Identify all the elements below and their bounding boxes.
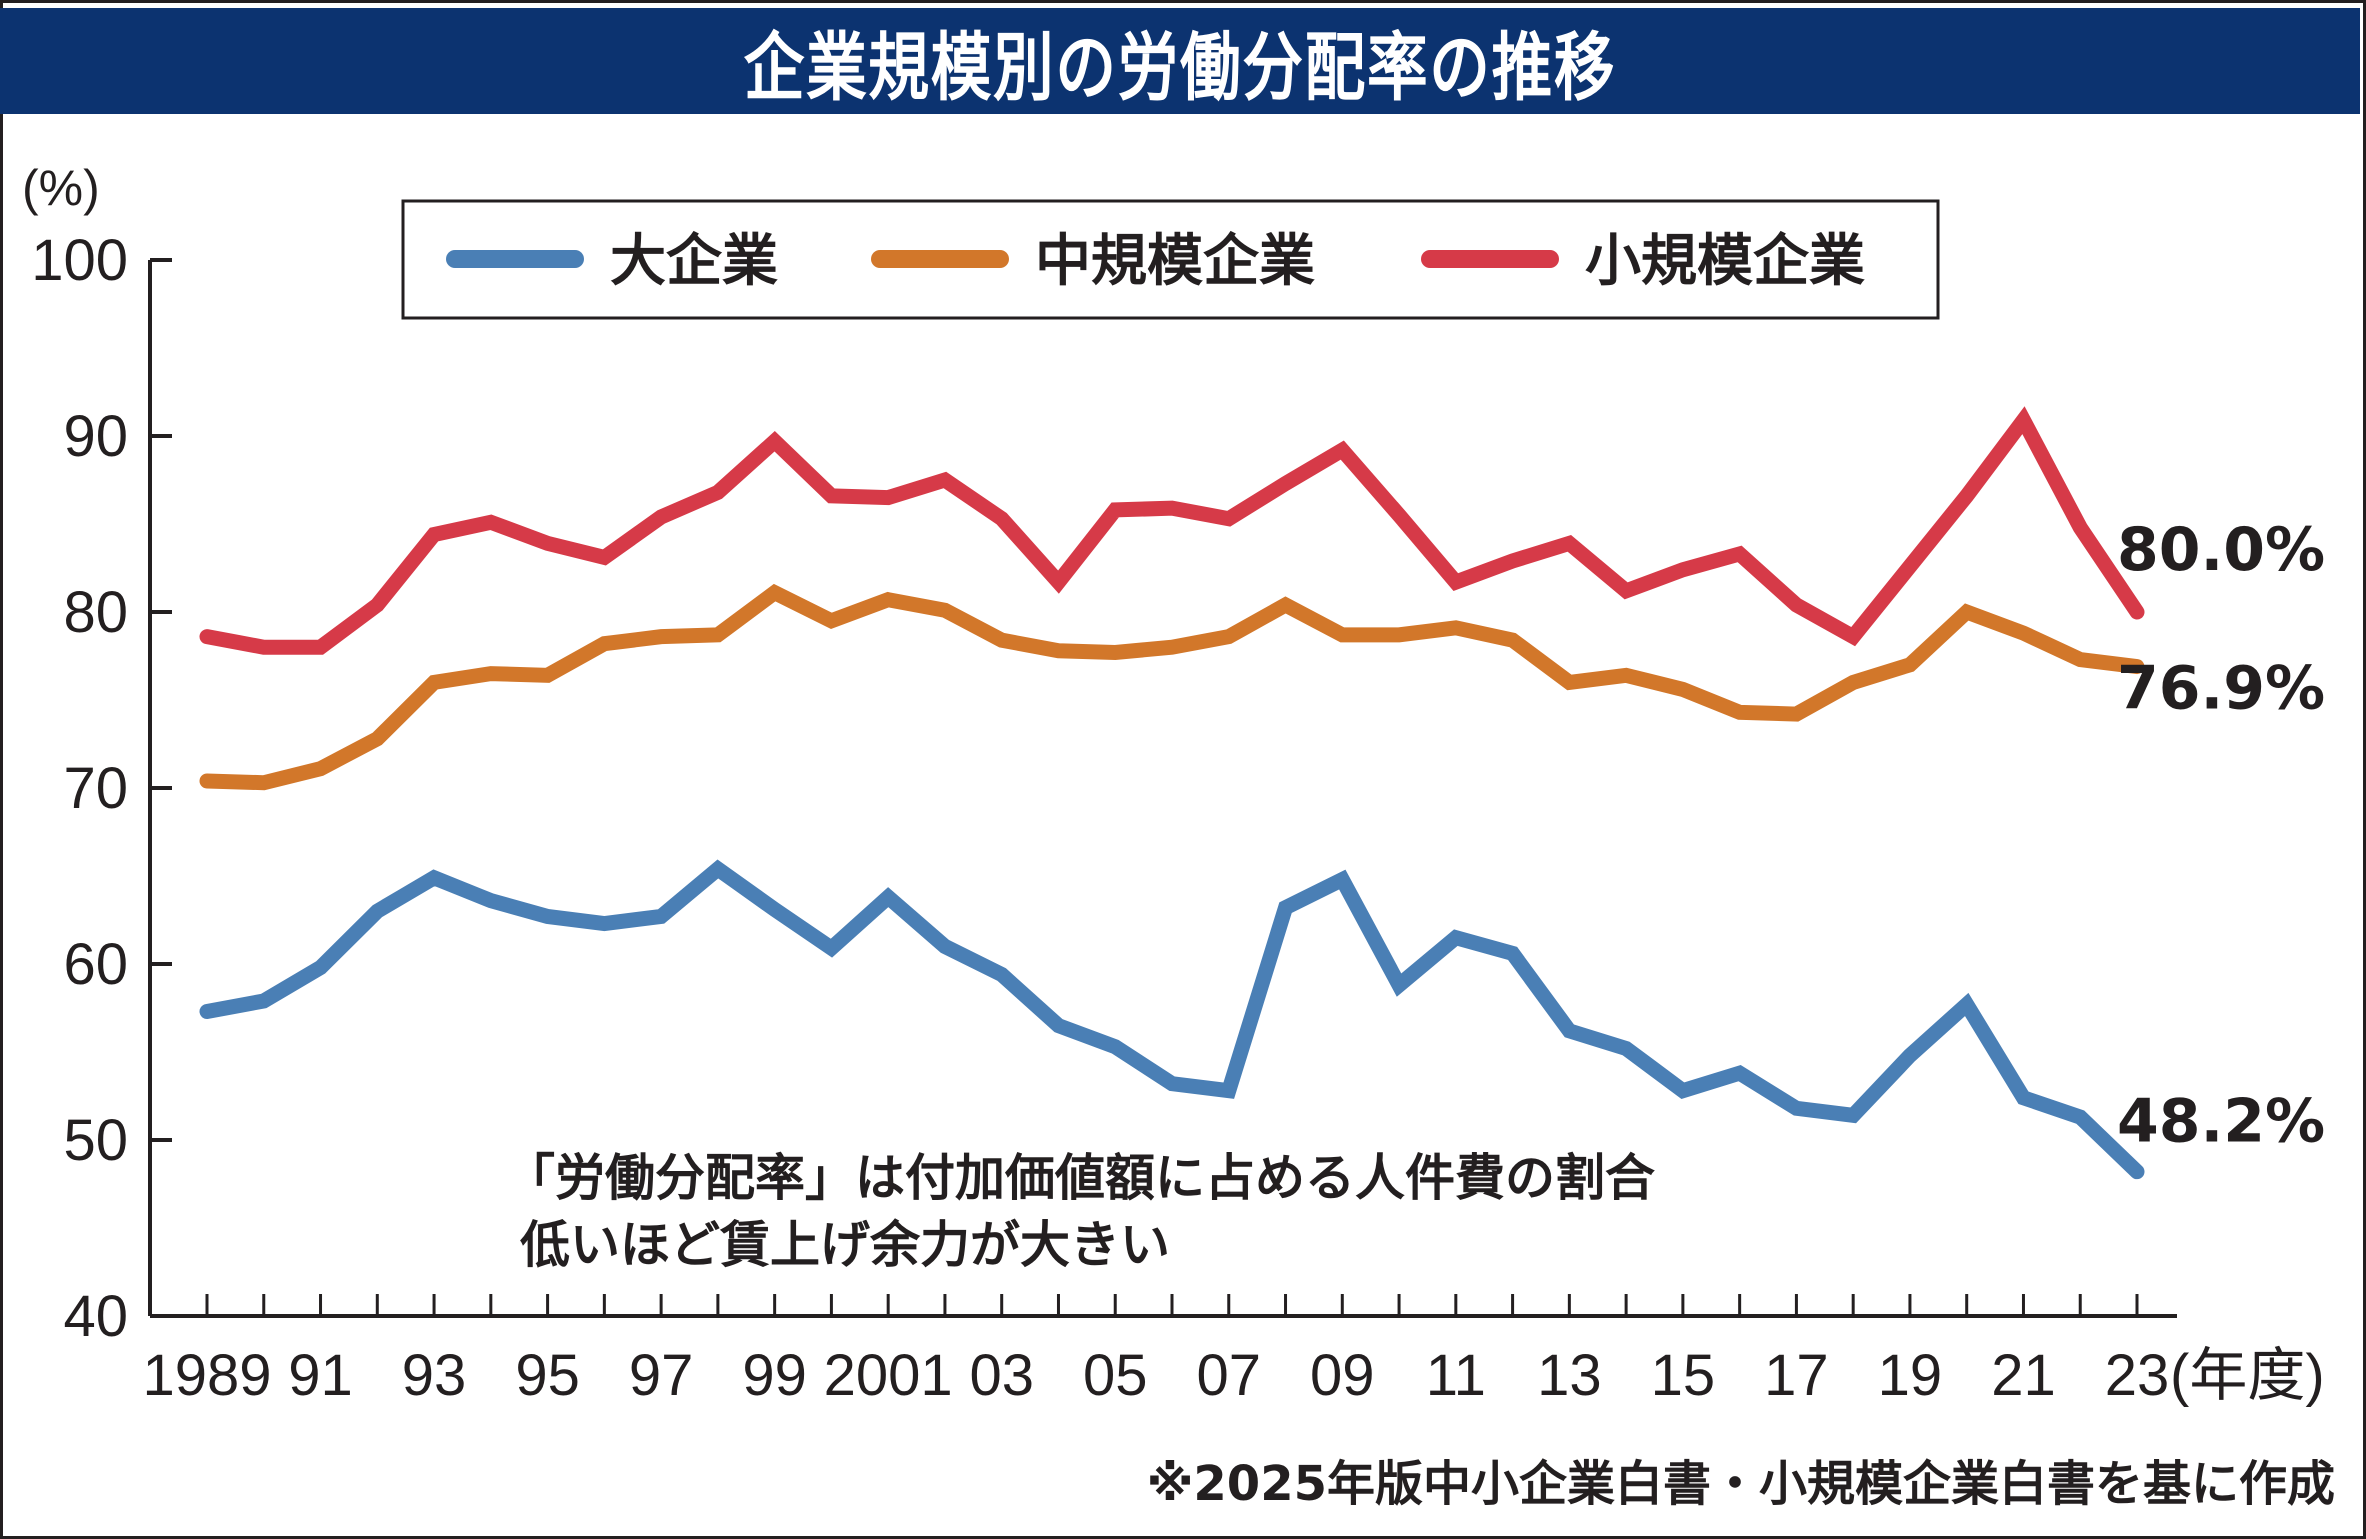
- legend-label: 大企業: [610, 229, 778, 294]
- y-tick-label: 80: [63, 580, 128, 645]
- legend-item: 小規模企業: [1421, 229, 1865, 294]
- x-tick-label: 19: [1878, 1343, 1943, 1408]
- annotation-line-1: 「労働分配率」は付加価値額に占める人件費の割合: [505, 1149, 1655, 1207]
- title-bar: 企業規模別の労働分配率の推移: [0, 8, 2360, 114]
- series-line: [199, 859, 2145, 1180]
- source-note: ※2025年版中小企業白書・小規模企業白書を基に作成: [1147, 1456, 2335, 1512]
- end-value-label: 48.2%: [2117, 1087, 2325, 1157]
- annotation-line-2: 低いほど賃上げ余力が大きい: [520, 1216, 1170, 1274]
- x-tick-label: 07: [1197, 1343, 1262, 1408]
- x-tick-label: 99: [742, 1343, 807, 1408]
- x-tick-label: 15: [1651, 1343, 1716, 1408]
- legend-box: [401, 199, 1940, 320]
- series-line: [199, 406, 2145, 655]
- series-3: 80.0%: [199, 406, 2325, 655]
- y-tick-label: 90: [63, 404, 128, 469]
- y-tick-label: 70: [63, 756, 128, 821]
- x-tick-label: 97: [629, 1343, 694, 1408]
- legend-item: 大企業: [446, 229, 778, 294]
- annotations: 「労働分配率」は付加価値額に占める人件費の割合 低いほど賃上げ余力が大きい: [505, 1149, 1655, 1274]
- axes: 40 50 60 70 80 90 100 1989 91 93 95 97 99 2001 03 05 07 0…: [31, 228, 2177, 1408]
- x-tick-label: 03: [969, 1343, 1034, 1408]
- series-1: 48.2%: [199, 859, 2325, 1180]
- legend-item: 中規模企業: [871, 229, 1315, 294]
- series-2: 76.9%: [199, 583, 2325, 791]
- x-axis-unit-label: (年度): [2170, 1343, 2325, 1408]
- x-tick-label: 11: [1426, 1343, 1486, 1408]
- x-tick-label: 91: [288, 1343, 353, 1408]
- y-tick-label: 60: [63, 932, 128, 997]
- y-tick-label: 50: [63, 1108, 128, 1173]
- chart-title: 企業規模別の労働分配率の推移: [743, 24, 1617, 111]
- x-tick-label: 05: [1083, 1343, 1148, 1408]
- y-axis-unit-label: (%): [22, 160, 100, 216]
- series-layer: 48.2% 76.9% 80.0%: [199, 406, 2325, 1180]
- end-value-label: 76.9%: [2117, 654, 2325, 724]
- x-tick-label: 23: [2105, 1343, 2170, 1408]
- legend-label: 中規模企業: [1035, 229, 1315, 294]
- end-value-label: 80.0%: [2117, 515, 2325, 585]
- x-tick-label: 13: [1537, 1343, 1602, 1408]
- series-line: [199, 583, 2145, 791]
- legend-label: 小規模企業: [1585, 229, 1865, 294]
- x-tick-label: 09: [1310, 1343, 1375, 1408]
- x-tick-label: 95: [515, 1343, 580, 1408]
- x-tick-label: 1989: [142, 1343, 271, 1408]
- x-tick-label: 93: [402, 1343, 467, 1408]
- x-tick-label: 2001: [824, 1343, 953, 1408]
- y-tick-label: 40: [63, 1284, 128, 1349]
- legend: 大企業 中規模企業 小規模企業: [401, 199, 1940, 320]
- x-tick-label: 17: [1764, 1343, 1829, 1408]
- x-tick-label: 21: [1991, 1343, 2056, 1408]
- y-tick-label: 100: [31, 228, 128, 293]
